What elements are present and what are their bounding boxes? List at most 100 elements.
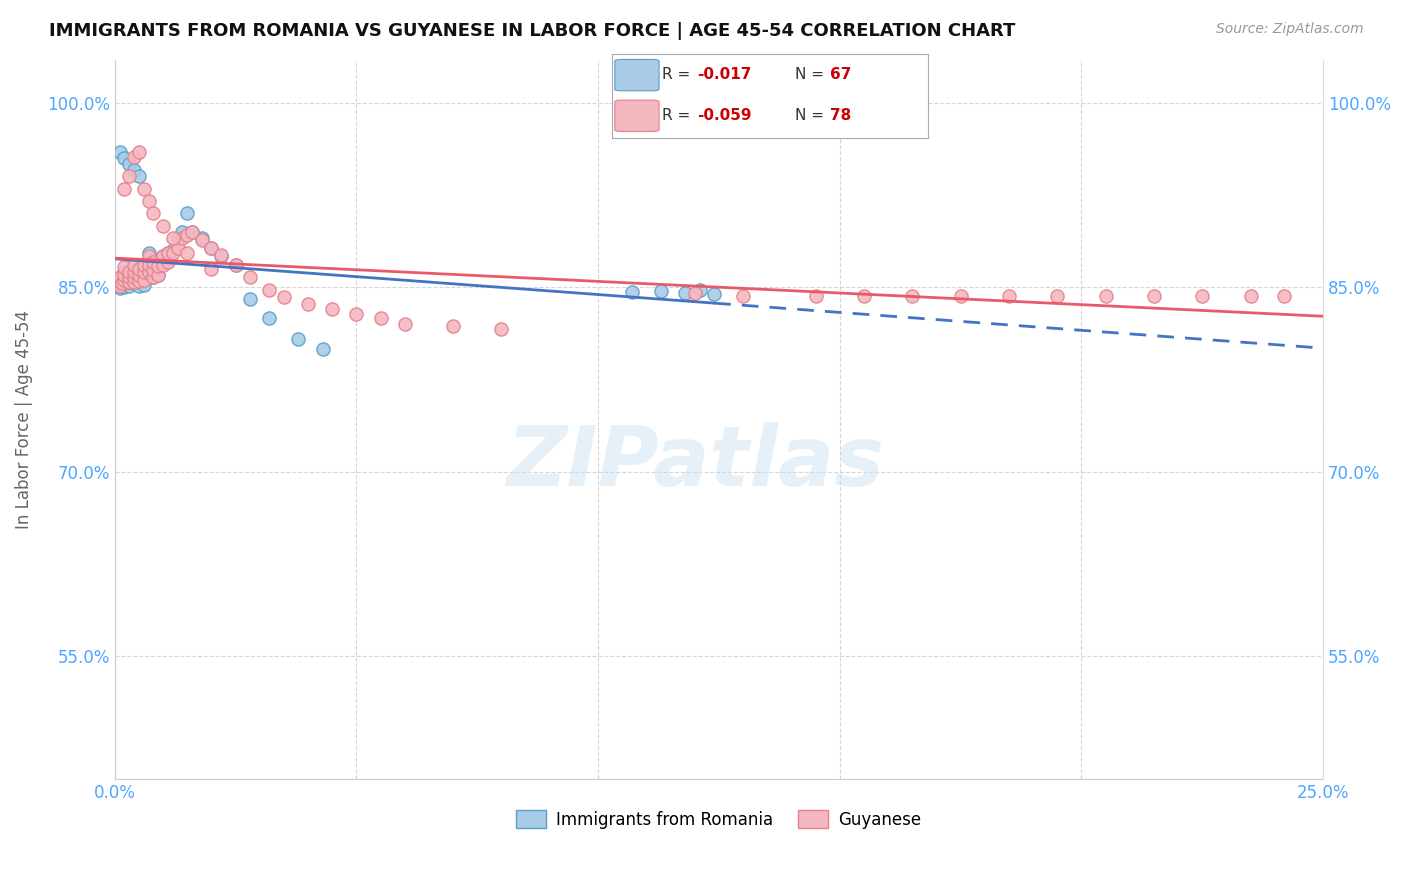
Point: [118, 270, 141, 285]
Point: [394, 317, 416, 331]
Point: [162, 243, 184, 257]
Point: [108, 281, 131, 295]
Point: [176, 228, 198, 243]
Point: [1143, 288, 1166, 302]
Point: [118, 265, 141, 279]
Point: [108, 273, 131, 287]
Point: [148, 268, 170, 282]
Point: [181, 225, 204, 239]
Point: [166, 241, 188, 255]
Point: [1191, 288, 1213, 302]
Point: [111, 277, 134, 291]
Point: [156, 245, 179, 260]
Point: [138, 258, 160, 272]
Text: -0.017: -0.017: [697, 67, 751, 82]
Point: [112, 151, 135, 165]
Text: -0.059: -0.059: [697, 108, 752, 123]
Point: [209, 248, 232, 262]
Point: [148, 268, 170, 282]
Point: [112, 265, 135, 279]
Point: [148, 259, 170, 273]
Point: [225, 258, 247, 272]
Point: [176, 245, 198, 260]
Point: [998, 288, 1021, 302]
Point: [239, 293, 262, 307]
Point: [287, 332, 309, 346]
Point: [142, 270, 165, 285]
Point: [181, 225, 204, 239]
Point: [138, 245, 160, 260]
Point: [297, 297, 319, 311]
Point: [1094, 288, 1116, 302]
Point: [1239, 288, 1261, 302]
Point: [138, 265, 160, 279]
Point: [132, 273, 155, 287]
Point: [122, 268, 145, 282]
Text: 67: 67: [830, 67, 851, 82]
Point: [190, 231, 212, 245]
Point: [132, 182, 155, 196]
Point: [128, 261, 150, 276]
Point: [162, 245, 184, 260]
Point: [138, 265, 160, 279]
Y-axis label: In Labor Force | Age 45-54: In Labor Force | Age 45-54: [15, 310, 32, 529]
Point: [148, 258, 170, 272]
Point: [128, 278, 150, 293]
Point: [122, 275, 145, 289]
Point: [152, 249, 174, 263]
Point: [620, 285, 643, 299]
Point: [689, 283, 711, 297]
Text: N =: N =: [796, 108, 830, 123]
Point: [441, 319, 464, 334]
Point: [152, 255, 174, 269]
Point: [118, 275, 141, 289]
Point: [122, 270, 145, 285]
Point: [132, 261, 155, 276]
Text: 78: 78: [830, 108, 851, 123]
Point: [370, 310, 392, 325]
Point: [200, 241, 222, 255]
Point: [1046, 288, 1069, 302]
Point: [273, 290, 295, 304]
Point: [190, 233, 212, 247]
Legend: Immigrants from Romania, Guyanese: Immigrants from Romania, Guyanese: [509, 804, 928, 835]
Point: [108, 270, 131, 285]
Point: [491, 322, 513, 336]
Point: [112, 260, 135, 275]
Point: [852, 288, 875, 302]
Point: [209, 249, 232, 263]
Point: [128, 268, 150, 282]
Point: [142, 255, 165, 269]
Point: [122, 277, 145, 291]
FancyBboxPatch shape: [614, 100, 659, 131]
Point: [118, 169, 141, 184]
Point: [118, 270, 141, 285]
Point: [142, 270, 165, 285]
Point: [172, 225, 194, 239]
Point: [118, 273, 141, 287]
Text: ZIPatlas: ZIPatlas: [506, 422, 884, 503]
Point: [122, 150, 145, 164]
Point: [105, 277, 128, 292]
Point: [132, 270, 155, 285]
Point: [650, 284, 672, 298]
Point: [118, 157, 141, 171]
Point: [108, 278, 131, 293]
Point: [152, 258, 174, 272]
Point: [166, 231, 188, 245]
Point: [128, 268, 150, 282]
Point: [311, 342, 333, 356]
Text: R =: R =: [662, 108, 696, 123]
Point: [200, 261, 222, 276]
Point: [122, 163, 145, 178]
Point: [132, 258, 155, 272]
Point: [138, 255, 160, 269]
Point: [259, 310, 281, 325]
Point: [176, 206, 198, 220]
Point: [152, 219, 174, 233]
Point: [112, 273, 135, 287]
Point: [132, 265, 155, 279]
Point: [128, 273, 150, 287]
Point: [259, 283, 281, 297]
Text: IMMIGRANTS FROM ROMANIA VS GUYANESE IN LABOR FORCE | AGE 45-54 CORRELATION CHART: IMMIGRANTS FROM ROMANIA VS GUYANESE IN L…: [49, 22, 1015, 40]
